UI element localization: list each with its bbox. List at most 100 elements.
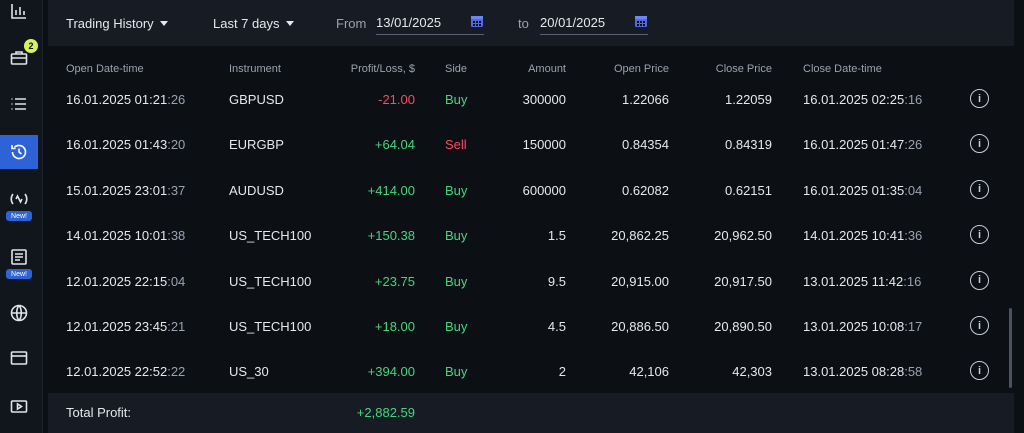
instrument: AUDUSD [229, 182, 284, 198]
open-datetime: 14.01.2025 10:01:38 [66, 228, 186, 244]
header-side: Side [445, 63, 468, 75]
table-row: 16.01.2025 01:43:20 EURGBP +64.04 Sell 15000… [48, 123, 1014, 168]
table-row: 12.01.2025 22:15:04 US_TECH100 +23.75 Buy 9.… [48, 260, 1014, 305]
total-profit-label: Total Profit: [66, 405, 132, 420]
header-profit-loss: Profit/Loss, $ [350, 63, 415, 75]
chevron-down-icon [159, 20, 168, 26]
profit-loss: +414.00 [367, 182, 415, 198]
new-badge: New! [6, 211, 32, 221]
info-icon[interactable]: i [970, 316, 989, 335]
calendar-picker-icon[interactable] [470, 14, 484, 31]
profit-loss: -21.00 [378, 92, 415, 107]
from-label: From [336, 15, 367, 31]
period-label: Last 7 days [213, 15, 280, 31]
profit-loss: +23.75 [374, 273, 415, 289]
side: Buy [445, 319, 468, 334]
to-label: to [518, 15, 529, 31]
table-row: 12.01.2025 23:45:21 US_TECH100 +18.00 Buy 4.… [48, 305, 1014, 350]
calendar-picker-icon[interactable] [634, 14, 648, 31]
amount: 1.5 [547, 228, 566, 244]
from-date-value: 13/01/2025 [376, 15, 442, 30]
news-nav-button[interactable]: New! [0, 240, 38, 279]
amount: 2 [558, 364, 566, 380]
history-icon [11, 144, 27, 160]
history-nav-button[interactable] [0, 135, 38, 169]
portfolio-badge: 2 [24, 39, 38, 53]
profit-loss: +64.04 [374, 137, 415, 153]
close-price: 20,962.50 [714, 228, 772, 244]
history-type-label: Trading History [66, 15, 154, 31]
profit-loss: +150.38 [367, 228, 415, 244]
close-datetime: 16.01.2025 01:47:26 [803, 137, 923, 153]
instrument: US_TECH100 [229, 319, 312, 334]
video-icon [10, 400, 28, 413]
scrollbar[interactable] [1009, 308, 1012, 388]
close-price: 0.84319 [725, 137, 772, 153]
amount: 4.5 [547, 319, 566, 334]
info-icon[interactable]: i [970, 89, 989, 108]
close-datetime: 16.01.2025 01:35:04 [803, 182, 923, 198]
sidebar: 2 New! New! [0, 0, 43, 433]
globe-icon [10, 304, 28, 322]
instrument: EURGBP [229, 137, 284, 153]
video-nav-button[interactable] [0, 389, 38, 423]
signals-nav-button[interactable]: New! [0, 182, 38, 221]
close-price: 20,917.50 [714, 273, 772, 289]
list-nav-button[interactable] [0, 87, 38, 121]
history-type-dropdown[interactable]: Trading History [66, 16, 168, 31]
info-icon[interactable]: i [970, 225, 989, 245]
chevron-down-icon [285, 20, 294, 26]
open-datetime: 12.01.2025 22:15:04 [66, 273, 186, 289]
header-open-price: Open Price [613, 63, 669, 75]
open-datetime: 12.01.2025 22:52:22 [66, 364, 186, 380]
open-price: 0.84354 [622, 137, 669, 153]
open-price: 20,886.50 [611, 319, 669, 334]
header-open-datetime: Open Date-time [66, 63, 144, 75]
side: Buy [445, 92, 468, 107]
from-date-field[interactable]: 13/01/2025 [376, 12, 484, 35]
close-price: 20,890.50 [714, 319, 772, 334]
globe-nav-button[interactable] [0, 296, 38, 330]
new-badge: New! [6, 269, 32, 279]
close-price: 1.22059 [725, 92, 772, 107]
info-icon[interactable]: i [970, 270, 989, 290]
news-icon [11, 249, 27, 265]
table-row: 12.01.2025 22:52:22 US_30 +394.00 Buy 2 42,10… [48, 350, 1014, 395]
instrument: US_TECH100 [229, 273, 312, 289]
close-price: 42,303 [732, 364, 772, 380]
to-date-value: 20/01/2025 [540, 15, 606, 30]
calendar-icon [10, 351, 28, 365]
chart-nav-button[interactable] [0, 0, 38, 28]
header-amount: Amount [528, 63, 566, 75]
total-profit-value: +2,882.59 [356, 405, 415, 420]
to-date-field[interactable]: 20/01/2025 [540, 12, 648, 35]
close-datetime: 16.01.2025 02:25:16 [803, 92, 923, 107]
open-datetime: 12.01.2025 23:45:21 [66, 319, 186, 334]
info-icon[interactable]: i [970, 361, 989, 381]
portfolio-nav-button[interactable]: 2 [0, 39, 38, 75]
amount: 600000 [522, 182, 566, 198]
instrument: GBPUSD [229, 92, 284, 107]
header-close-datetime: Close Date-time [803, 63, 882, 75]
portfolio-icon [10, 51, 28, 65]
table-row: 15.01.2025 23:01:37 AUDUSD +414.00 Buy 60000… [48, 169, 1014, 214]
amount: 9.5 [547, 273, 566, 289]
header-close-price: Close Price [715, 63, 772, 75]
info-icon[interactable]: i [970, 134, 989, 154]
close-datetime: 14.01.2025 10:41:36 [803, 228, 923, 244]
period-dropdown[interactable]: Last 7 days [213, 16, 294, 31]
signals-icon [10, 193, 28, 205]
list-icon [11, 98, 26, 110]
open-price: 20,862.25 [611, 228, 669, 244]
side: Buy [445, 182, 468, 198]
calendar-nav-button[interactable] [0, 341, 38, 375]
chart-icon [11, 4, 26, 19]
table-header: Open Date-time Instrument Profit/Loss, $… [48, 46, 1014, 92]
instrument: US_30 [229, 364, 269, 380]
table-row: 16.01.2025 01:21:26 GBPUSD -21.00 Buy 300000… [48, 78, 1014, 123]
amount: 150000 [522, 137, 566, 153]
info-icon[interactable]: i [970, 179, 989, 199]
close-datetime: 13.01.2025 08:28:58 [803, 364, 923, 380]
total-profit-row: Total Profit: +2,882.59 [48, 393, 1014, 433]
open-datetime: 15.01.2025 23:01:37 [66, 182, 186, 198]
